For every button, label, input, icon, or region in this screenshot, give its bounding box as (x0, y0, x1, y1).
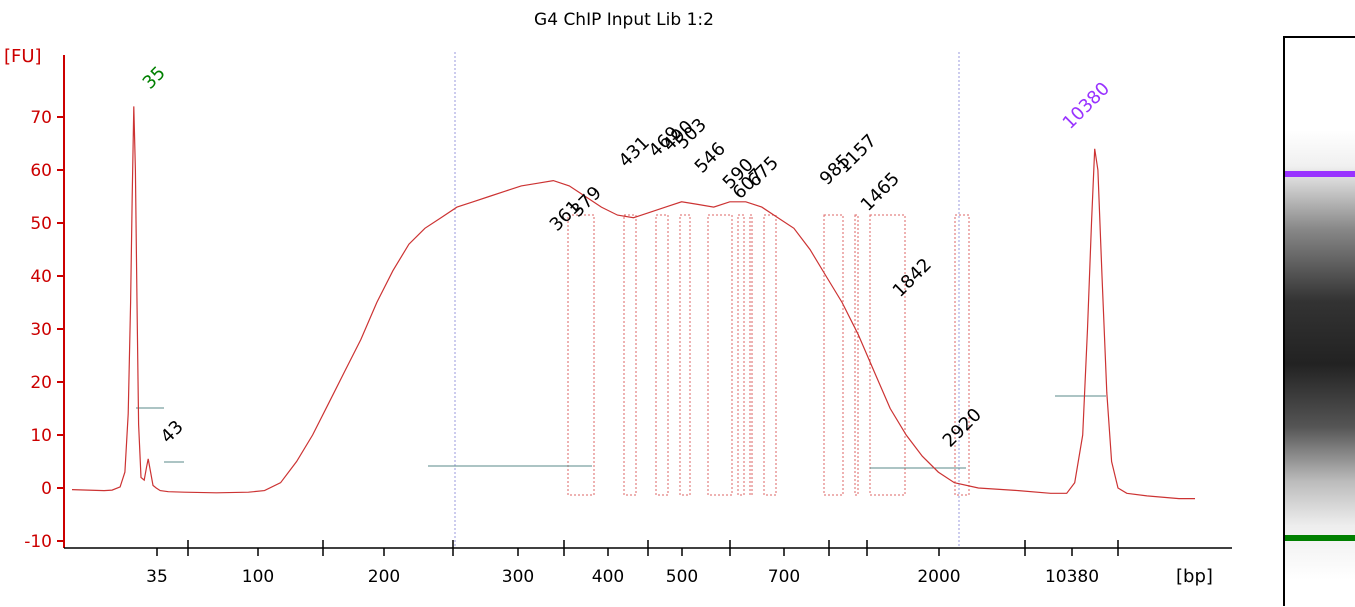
x-tick-label: 35 (146, 567, 168, 587)
lower-marker-band (1285, 535, 1355, 541)
peak-label: 10380 (1059, 78, 1114, 133)
y-tick-label: 10 (30, 426, 52, 446)
electropherogram-chart: G4 ChIP Input Lib 1:2 [FU] [bp] -10 0 10 20… (4, 10, 1232, 587)
peak-region-box (737, 214, 745, 496)
y-tick-label: 0 (41, 479, 52, 499)
peak-region-box (679, 214, 691, 496)
peak-region-box (567, 214, 595, 496)
peak-label: 35 (139, 62, 170, 93)
x-tick-label: 700 (768, 567, 800, 587)
upper-marker-band (1285, 171, 1355, 177)
x-tick-label: 10380 (1045, 567, 1099, 587)
y-tick-label: 30 (30, 320, 52, 340)
y-tick-label: 70 (30, 108, 52, 128)
peak-region-box (869, 214, 906, 496)
x-axis-label: [bp] (1176, 566, 1213, 587)
x-tick-label: 2000 (917, 567, 960, 587)
gel-image (1283, 36, 1355, 606)
chart-title: G4 ChIP Input Lib 1:2 (534, 10, 714, 30)
x-tick-label: 100 (242, 567, 274, 587)
peak-region-box (655, 214, 669, 496)
peak-region-box (954, 214, 970, 496)
peak-region-box (707, 214, 733, 496)
y-tick-label: 60 (30, 161, 52, 181)
gel-lane (1285, 130, 1355, 580)
x-tick-label: 200 (368, 567, 400, 587)
peak-label: 546 (691, 138, 730, 177)
y-axis-label: [FU] (4, 46, 42, 67)
y-tick-label: 20 (30, 373, 52, 393)
peak-region-box (623, 214, 637, 496)
x-tick-label: 400 (592, 567, 624, 587)
peak-region-box (823, 214, 844, 496)
y-tick-label: 40 (30, 267, 52, 287)
peak-region-box (763, 214, 777, 496)
peak-label: 43 (157, 416, 188, 447)
peak-label: 431 (615, 132, 654, 171)
peak-region-box (854, 214, 859, 496)
y-tick-label: -10 (24, 532, 52, 552)
x-tick-label: 300 (502, 567, 534, 587)
x-tick-label: 500 (666, 567, 698, 587)
peak-label: 1842 (889, 254, 936, 301)
peak-region-box (749, 214, 753, 496)
electropherogram-trace (71, 106, 1195, 500)
peak-label: 2920 (939, 404, 986, 451)
y-tick-label: 50 (30, 214, 52, 234)
peak-label: 1465 (857, 168, 904, 215)
